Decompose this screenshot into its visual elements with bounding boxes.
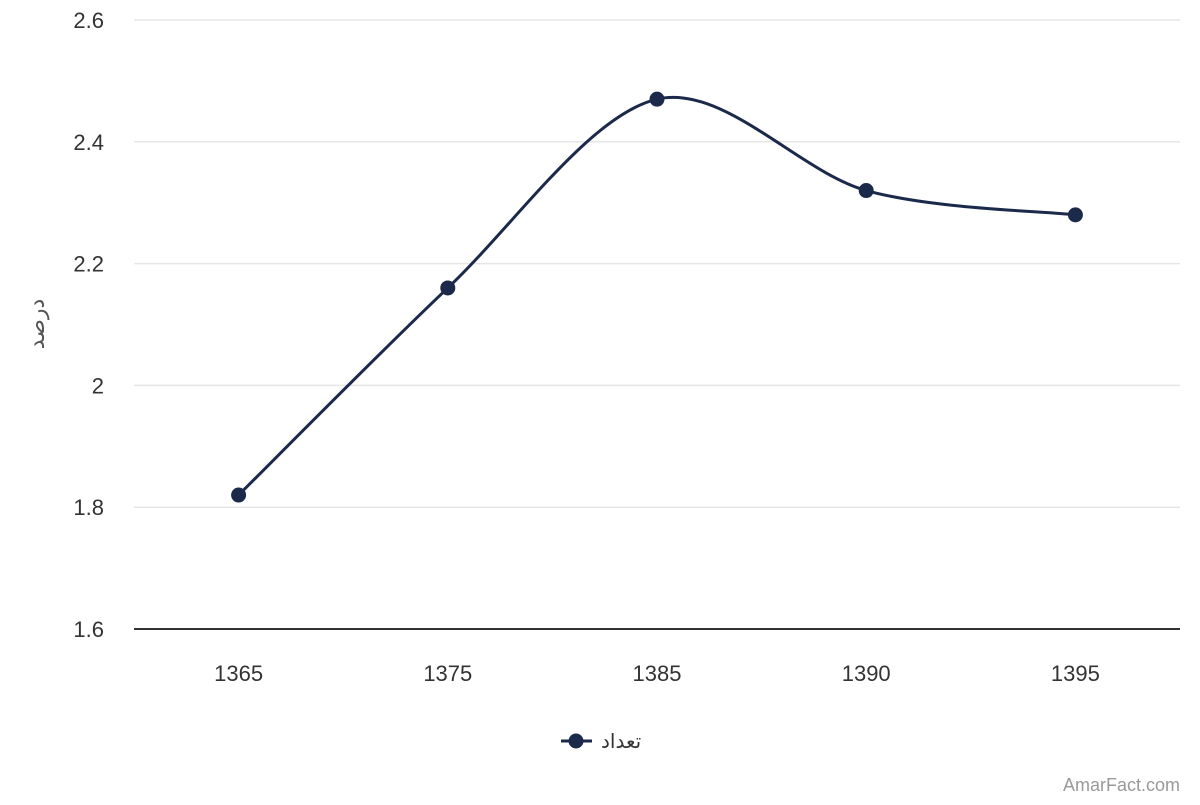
data-point[interactable] [231, 487, 247, 503]
x-tick-label: 1365 [214, 661, 263, 686]
data-point[interactable] [649, 91, 665, 107]
y-tick-label: 2.6 [73, 8, 104, 33]
x-tick-label: 1390 [842, 661, 891, 686]
x-tick-label: 1375 [423, 661, 472, 686]
watermark-text: AmarFact.com [1063, 775, 1180, 795]
data-point[interactable] [858, 183, 874, 199]
y-axis-title: درصد [24, 299, 49, 350]
series-layer [231, 91, 1083, 503]
x-tick-label: 1395 [1051, 661, 1100, 686]
data-point[interactable] [1067, 207, 1083, 223]
grid-lines [134, 19, 1180, 508]
y-tick-label: 2.2 [73, 252, 104, 277]
data-point[interactable] [440, 280, 456, 296]
y-tick-label: 2 [92, 373, 104, 398]
y-axis-ticks: 1.6 1.8 2 2.2 2.4 2.6 [73, 8, 104, 642]
legend[interactable]: تعداد [561, 729, 641, 753]
x-axis-ticks: 1365 1375 1385 1390 1395 [214, 661, 1100, 686]
y-tick-label: 1.6 [73, 617, 104, 642]
legend-dot-marker [568, 733, 584, 749]
y-tick-label: 2.4 [73, 130, 104, 155]
series-line [237, 95, 1077, 497]
y-tick-label: 1.8 [73, 495, 104, 520]
x-tick-label: 1385 [633, 661, 682, 686]
legend-label: تعداد [601, 729, 641, 753]
